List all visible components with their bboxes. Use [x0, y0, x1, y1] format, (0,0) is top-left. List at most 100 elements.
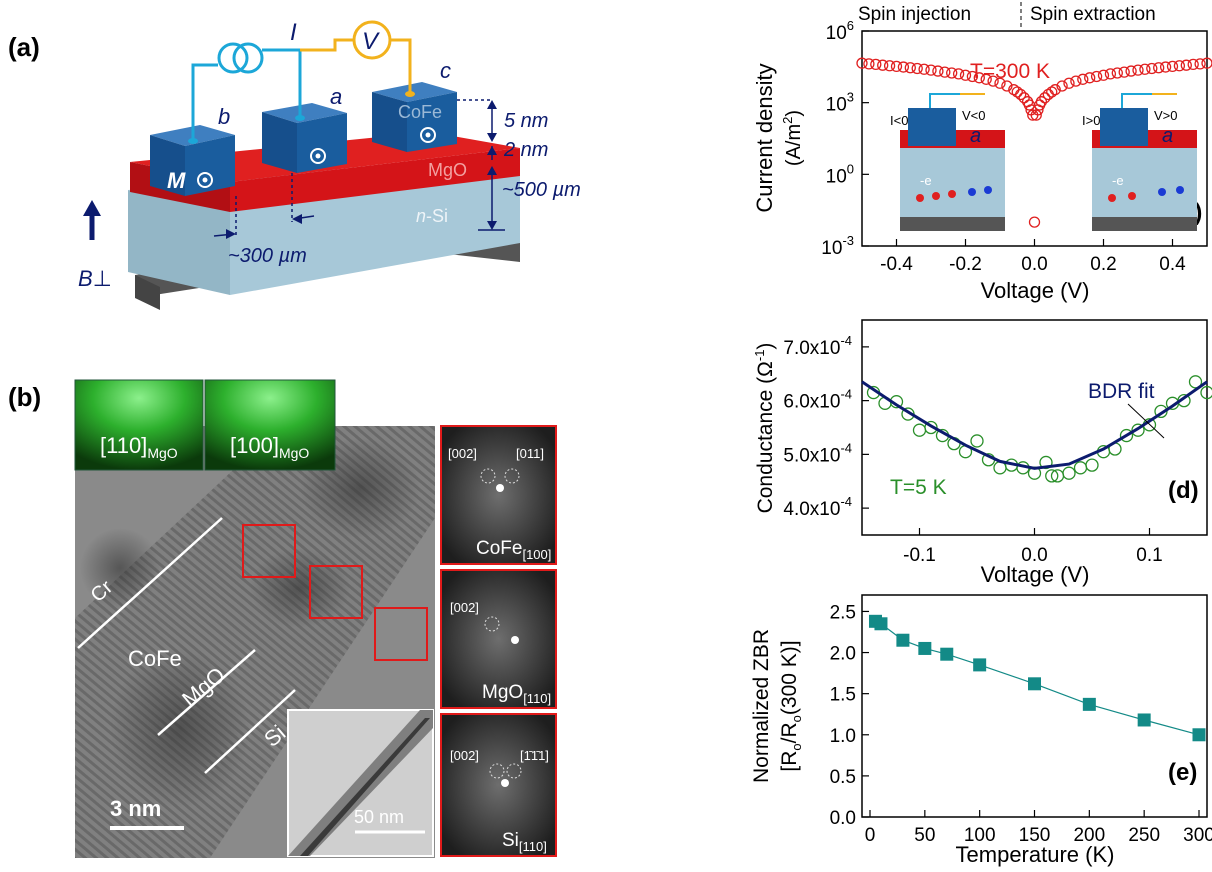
- data-point: [1097, 69, 1110, 81]
- spin-extraction-label: Spin extraction: [1030, 4, 1156, 25]
- data-point: [1062, 466, 1076, 480]
- data-point: [1011, 86, 1023, 98]
- rheed-110-label: [110]MgO: [100, 433, 178, 461]
- data-point: [1015, 88, 1027, 101]
- data-point: [896, 633, 910, 647]
- c-xlabel: Voltage (V): [981, 278, 1090, 303]
- data-point: [980, 73, 992, 85]
- dim-500um: ~500 µm: [502, 179, 581, 201]
- data-point: [952, 68, 965, 80]
- contact-c-cube: [407, 92, 457, 152]
- dim-5nm: 5 nm: [504, 110, 548, 132]
- y-tick-label: 5.0x10-4: [783, 440, 852, 466]
- data-point: [1192, 728, 1206, 742]
- data-point: [874, 617, 888, 631]
- data-point: [856, 57, 868, 69]
- y-tick-label: 103: [826, 90, 854, 116]
- data-point: [877, 59, 889, 71]
- mgo-boundary-line: [204, 689, 296, 774]
- d-ylabel: Conductance (Ω-1): [752, 343, 777, 514]
- data-point: [946, 67, 958, 79]
- panel-a-label: (a): [8, 32, 40, 62]
- data-point: [1111, 67, 1123, 79]
- data-point: [1180, 59, 1192, 71]
- mgo-label: MgO: [428, 160, 467, 180]
- data-point: [918, 641, 932, 655]
- svg-text:I<0: I<0: [890, 113, 908, 128]
- fft-si: [002] [1̄1̄1] Si[110]: [440, 713, 557, 857]
- x-tick-label: 0: [865, 825, 876, 846]
- chart-d: -0.1 0.0 0.1 4.0x10-4 5.0x10-4 6.0x10-4 7.0x10…: [752, 319, 1212, 587]
- x-tick-label: 0.1: [1136, 545, 1162, 566]
- wire-c: [388, 38, 412, 92]
- y-tick-label: 7.0x10-4: [783, 333, 852, 359]
- data-point: [1159, 61, 1172, 73]
- y-tick-label: 6.0x10-4: [783, 387, 852, 413]
- data-point: [1194, 58, 1206, 70]
- e-ylabel-1: Normalized ZBR: [750, 629, 773, 783]
- dim-300um: ~300 µm: [228, 245, 307, 267]
- data-point: [959, 69, 972, 81]
- svg-text:V<0: V<0: [962, 108, 986, 123]
- meter-v-label: V: [362, 28, 380, 55]
- data-point: [987, 75, 999, 87]
- e-xlabel: Temperature (K): [956, 842, 1115, 867]
- data-point: [1077, 73, 1089, 85]
- c-ylabel-unit: (A/m2): [780, 110, 805, 166]
- wire-a-voltage: [300, 38, 355, 52]
- svg-text:[011]: [011]: [516, 446, 544, 461]
- x-tick-label: -0.4: [880, 254, 913, 275]
- y-tick-label: 106: [826, 18, 854, 44]
- svg-text:[002]: [002]: [448, 446, 477, 461]
- fft-mgo-label: MgO[110]: [482, 682, 551, 706]
- y-tick-label: 10-3: [821, 233, 854, 259]
- svg-text:[002]: [002]: [450, 748, 479, 763]
- data-point: [870, 58, 882, 71]
- svg-text:I>0: I>0: [1082, 113, 1100, 128]
- nsi-label: n-Si: [416, 206, 448, 226]
- x-tick-label: 200: [1073, 825, 1105, 846]
- data-point: [1046, 86, 1058, 98]
- data-point: [1201, 57, 1212, 69]
- panel-b: (b) [110]MgO [100]MgO Cr CoFe MgO Si 50 …: [0, 368, 560, 867]
- svg-text:[002]: [002]: [450, 600, 479, 615]
- dim-2nm: 2 nm: [503, 139, 548, 161]
- cr-boundary-line: [77, 517, 223, 649]
- y-tick-label: 2.0: [830, 644, 856, 665]
- panel-e: 0 50 100 150 200 250 300 0.0 0.5 1.0 1.5 2.0 2.5 (e)…: [740, 585, 1212, 867]
- contact-a-cube: [297, 113, 347, 173]
- x-tick-label: 100: [964, 825, 996, 846]
- inset-spin-extraction: I>0 V>0 a -e: [1082, 93, 1197, 231]
- y-tick-label: 2.5: [830, 602, 856, 623]
- data-point: [1070, 75, 1082, 87]
- contact-b-label: b: [218, 104, 230, 129]
- c-ylabel: Current density: [752, 63, 777, 212]
- temp-annotation-d: T=5 K: [890, 476, 947, 499]
- x-tick-label: 0.4: [1159, 254, 1186, 275]
- data-point: [1073, 461, 1088, 475]
- data-point: [1039, 92, 1051, 104]
- data-point: [1188, 375, 1203, 389]
- cofe-boundary-line: [157, 649, 256, 736]
- data-point: [918, 63, 930, 75]
- magnetization-label: M: [167, 168, 186, 193]
- data-point: [1200, 385, 1212, 400]
- data-point: [1119, 428, 1134, 443]
- data-point: [1118, 66, 1130, 78]
- spin-injection-label: Spin injection: [858, 4, 971, 25]
- x-tick-label: 250: [1128, 825, 1160, 846]
- voltmeter-icon: [352, 20, 392, 60]
- inset-spin-injection: I<0 V<0 a -e: [890, 93, 1005, 231]
- data-point: [1028, 677, 1041, 691]
- device-schematic: (a) I V b a c M CoFe MgO n-Si: [8, 19, 581, 310]
- data-point: [1104, 68, 1117, 80]
- b-field-arrow-icon: [83, 200, 101, 216]
- data-point: [890, 60, 903, 73]
- data-point: [925, 64, 937, 76]
- data-point: [1166, 60, 1179, 73]
- y-tick-label: 1.5: [830, 685, 856, 706]
- data-point: [940, 647, 954, 661]
- data-point: [1001, 80, 1013, 92]
- data-point: [883, 60, 896, 72]
- layer-cofe-label: CoFe: [128, 646, 182, 671]
